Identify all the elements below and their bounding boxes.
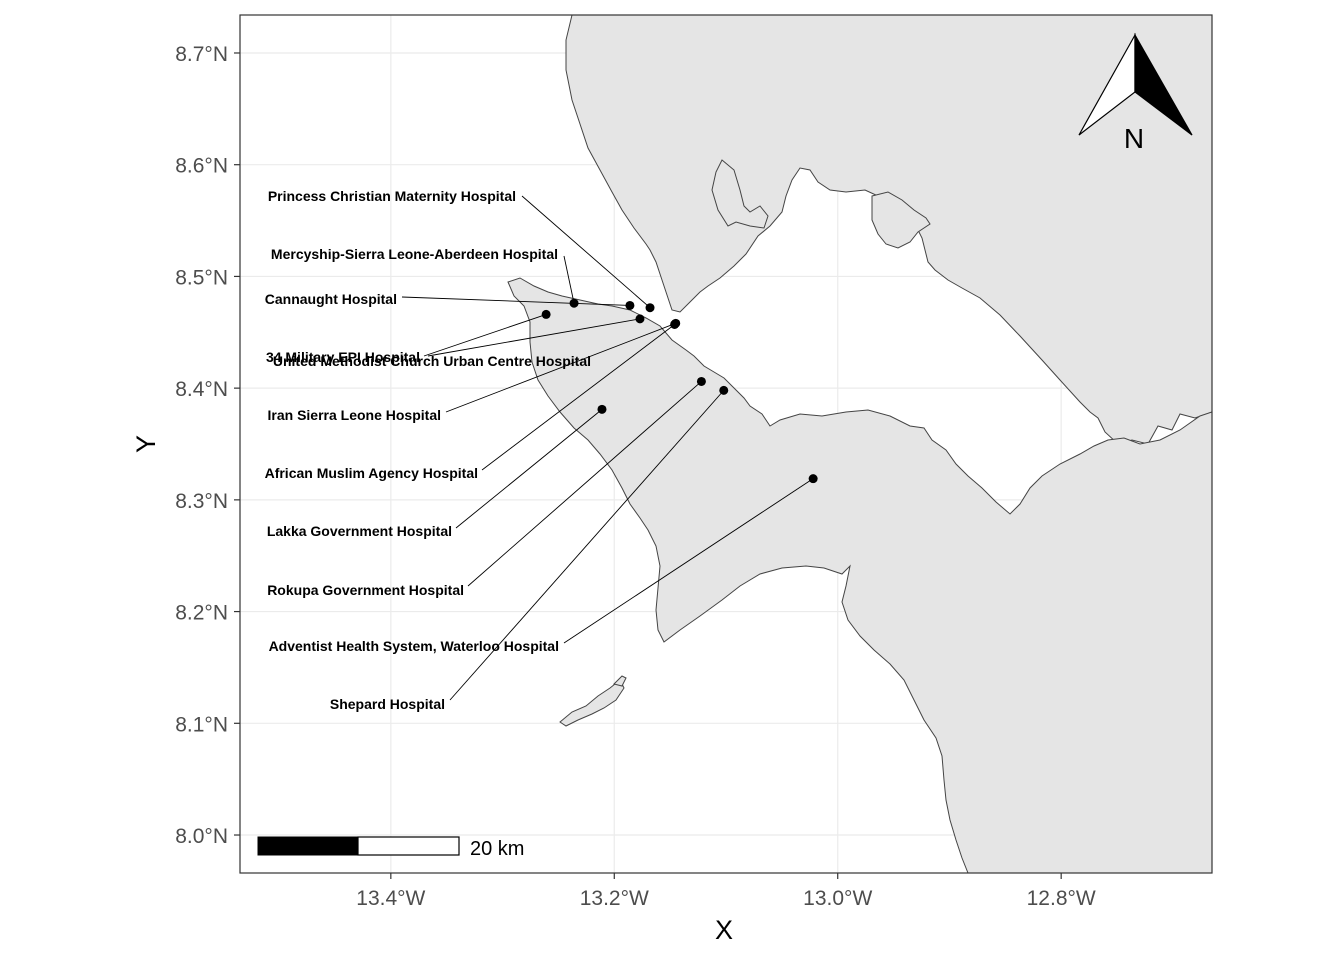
hospital-point	[696, 376, 706, 386]
y-axis-ticks: 8.0°N 8.1°N 8.2°N 8.3°N 8.4°N 8.5°N 8.6°N 8.7°N	[175, 43, 240, 848]
hospital-label: Princess Christian Maternity Hospital	[268, 188, 516, 204]
mainland-north	[565, 15, 1212, 445]
hospital-labels: Princess Christian Maternity Hospital Mer…	[265, 188, 591, 712]
hospital-point	[645, 303, 655, 313]
x-tick-label: 13.0°W	[803, 887, 872, 910]
leader-line	[455, 409, 603, 529]
peninsula-mainland-south	[507, 277, 1212, 873]
scale-bar-white-segment	[357, 836, 460, 856]
north-arrow-label: N	[1124, 123, 1144, 154]
leader-line	[445, 322, 676, 413]
x-axis-ticks: 13.4°W 13.2°W 13.0°W 12.8°W	[356, 873, 1096, 910]
hospital-point	[808, 474, 818, 484]
y-axis-title: Y	[131, 435, 161, 453]
hospital-label: Adventist Health System, Waterloo Hospit…	[269, 638, 559, 654]
x-axis-title: X	[715, 915, 733, 945]
leader-line	[481, 324, 675, 471]
scale-bar-label: 20 km	[470, 838, 524, 860]
leader-line	[521, 195, 651, 309]
y-tick-label: 8.4°N	[175, 378, 228, 401]
x-tick-label: 13.2°W	[580, 887, 649, 910]
hospital-label: United Methodist Church Urban Centre Hos…	[273, 353, 591, 369]
north-arrow: N	[1078, 32, 1193, 154]
hospital-label: Cannaught Hospital	[265, 291, 397, 307]
hospital-point	[670, 319, 680, 329]
hospital-label: Iran Sierra Leone Hospital	[268, 407, 442, 423]
y-tick-label: 8.1°N	[175, 713, 228, 736]
y-tick-label: 8.7°N	[175, 43, 228, 66]
leader-line	[401, 296, 630, 306]
leader-line	[449, 390, 725, 701]
bay-islands	[711, 159, 769, 229]
leader-line	[563, 255, 575, 304]
panel-border	[239, 14, 1213, 874]
hospital-label: Lakka Government Hospital	[267, 523, 452, 539]
hospital-label: Rokupa Government Hospital	[267, 582, 464, 598]
hospital-point	[635, 314, 645, 324]
hospital-point	[597, 404, 607, 414]
hospital-point	[625, 300, 635, 310]
x-tick-label: 13.4°W	[356, 887, 425, 910]
y-tick-label: 8.3°N	[175, 490, 228, 513]
y-tick-label: 8.6°N	[175, 155, 228, 178]
land-layer	[507, 15, 1212, 873]
scale-bar: 20 km	[257, 836, 524, 860]
y-tick-label: 8.0°N	[175, 825, 228, 848]
leader-line	[467, 381, 702, 587]
north-arrow-right-half	[1134, 32, 1193, 136]
hospital-label: African Muslim Agency Hospital	[265, 465, 478, 481]
scale-bar-black-segment	[257, 836, 359, 856]
hospital-points	[541, 298, 818, 484]
banana-islands	[559, 679, 625, 727]
hospital-label: Shepard Hospital	[330, 696, 445, 712]
leader-line	[563, 478, 814, 644]
hospital-point	[541, 309, 551, 319]
leader-line	[427, 318, 641, 357]
hospital-point	[719, 385, 729, 395]
hospital-point	[569, 298, 579, 308]
x-tick-label: 12.8°W	[1027, 887, 1096, 910]
leader-lines	[401, 195, 814, 701]
small-island	[613, 675, 627, 687]
leader-line	[423, 313, 547, 357]
hospital-label: Mercyship-Sierra Leone-Aberdeen Hospital	[271, 246, 558, 262]
hospital-label: 34 Military EPI Hospital	[266, 349, 420, 365]
island-east	[871, 191, 931, 249]
y-tick-label: 8.5°N	[175, 266, 228, 289]
y-tick-label: 8.2°N	[175, 602, 228, 625]
